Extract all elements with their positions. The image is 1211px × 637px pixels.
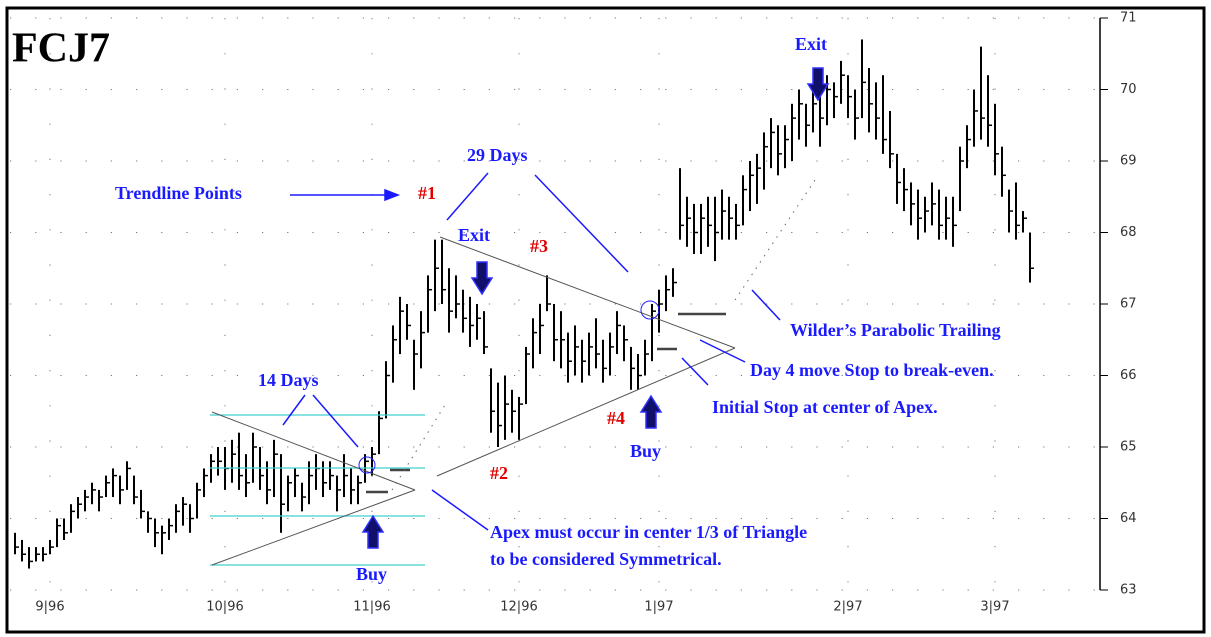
y-tick-label: 71 [1120,11,1137,26]
annotation: Buy [630,441,661,461]
annotation-layer [210,67,829,566]
trendline [436,347,736,477]
parabolic-dots [734,179,816,301]
annotation: #4 [607,408,625,428]
annotation: to be considered Symmetrical. [490,549,722,569]
breakout-circle [358,456,376,474]
trendline [211,411,416,491]
annotation: Day 4 move Stop to break-even. [750,360,994,380]
x-tick-label: 2|97 [833,600,862,615]
breakout-circle [640,300,660,320]
x-tick-label: 10|96 [206,600,243,615]
annotation: Exit [795,34,827,54]
y-tick-label: 68 [1120,225,1137,240]
pointer-lines [282,172,781,531]
frame [5,6,1206,634]
x-tick-label: 3|97 [980,600,1009,615]
y-tick-label: 69 [1120,154,1137,169]
annotation: Trendline Points [115,183,242,203]
plot-area: 63 64 65 66 67 68 69 70 71 9|96 10|96 11|96 12|96 1|9… [10,11,1137,615]
annotation: #3 [530,236,548,256]
annotation: #1 [418,183,436,203]
trendline [439,236,736,349]
y-tick-label: 67 [1120,297,1137,312]
x-tick-label: 1|97 [644,600,673,615]
y-tick-label: 66 [1120,368,1137,383]
annotation: Initial Stop at center of Apex. [712,397,938,417]
y-tick-label: 63 [1120,583,1137,598]
annotation: Buy [356,564,387,584]
x-tick-label: 12|96 [500,600,537,615]
annotation: #2 [490,463,508,483]
annotation: 29 Days [467,145,528,165]
y-tick-label: 64 [1120,511,1137,526]
trendline [211,489,416,566]
y-tick-label: 65 [1120,440,1137,455]
parabolic-dots [391,404,446,491]
chart-title: FCJ7 [12,26,110,72]
annotation: Wilder’s Parabolic Trailing [790,320,1001,340]
annotation: Apex must occur in center 1/3 of Triangl… [490,522,807,542]
annotation: 14 Days [258,370,319,390]
x-tick-label: 11|96 [353,600,390,615]
y-tick-label: 70 [1120,82,1137,97]
annotation: Exit [458,225,490,245]
x-tick-label: 9|96 [35,600,64,615]
